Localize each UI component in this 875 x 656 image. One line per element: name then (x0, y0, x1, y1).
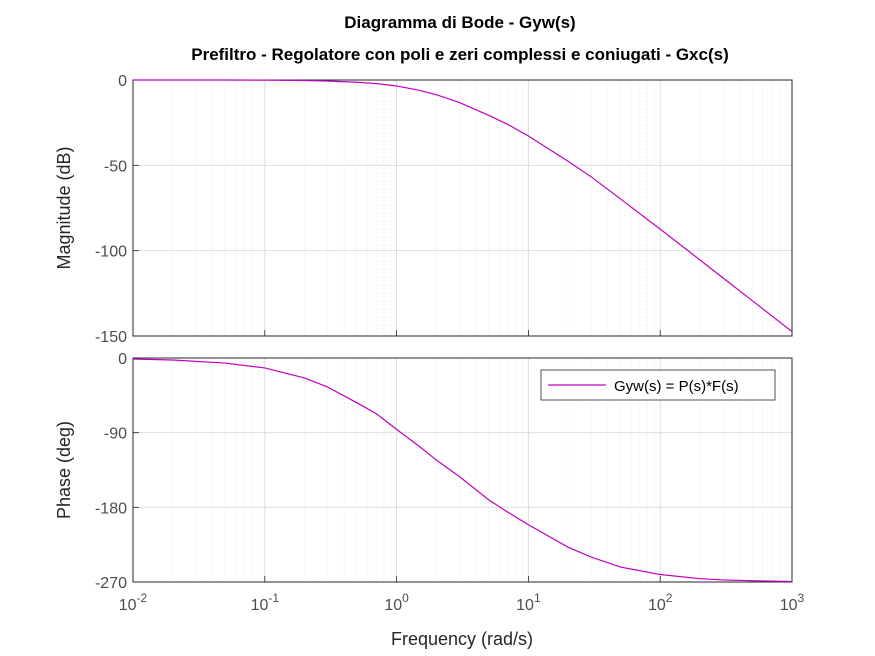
phase-axes-box (132, 357, 793, 583)
legend: Gyw(s) = P(s)*F(s) (540, 369, 776, 401)
x-tick-label: 103 (780, 591, 805, 614)
phase-ytick-label: -90 (104, 426, 127, 443)
chart-title-line2: Prefiltro - Regolatore con poli e zeri c… (191, 45, 729, 64)
magnitude-ytick-label: -150 (95, 329, 127, 346)
magnitude-ylabel: Magnitude (dB) (54, 146, 74, 269)
phase-ytick-label: -270 (95, 575, 127, 592)
magnitude-ytick-label: -50 (104, 158, 127, 175)
x-tick-label: 10-2 (119, 591, 148, 614)
magnitude-series-line (133, 79, 793, 333)
phase-series-line (132, 358, 793, 583)
x-tick-label: 102 (648, 591, 673, 614)
x-tick-label: 10-1 (251, 591, 280, 614)
x-tick-label: 101 (516, 591, 541, 614)
legend-entry-label: Gyw(s) = P(s)*F(s) (614, 378, 739, 395)
magnitude-ytick-label: -100 (95, 244, 127, 261)
frequency-xlabel: Frequency (rad/s) (391, 629, 533, 649)
phase-ylabel: Phase (deg) (54, 421, 74, 519)
magnitude-ytick-label: 0 (118, 73, 127, 90)
phase-ytick-label: 0 (118, 351, 127, 368)
phase-ytick-label: -180 (95, 500, 127, 517)
x-tick-label: 100 (384, 591, 409, 614)
chart-title-line1: Diagramma di Bode - Gyw(s) (344, 13, 575, 32)
magnitude-panel: 0 -50 -100 -150 (95, 73, 793, 346)
magnitude-axes-box (132, 79, 793, 337)
